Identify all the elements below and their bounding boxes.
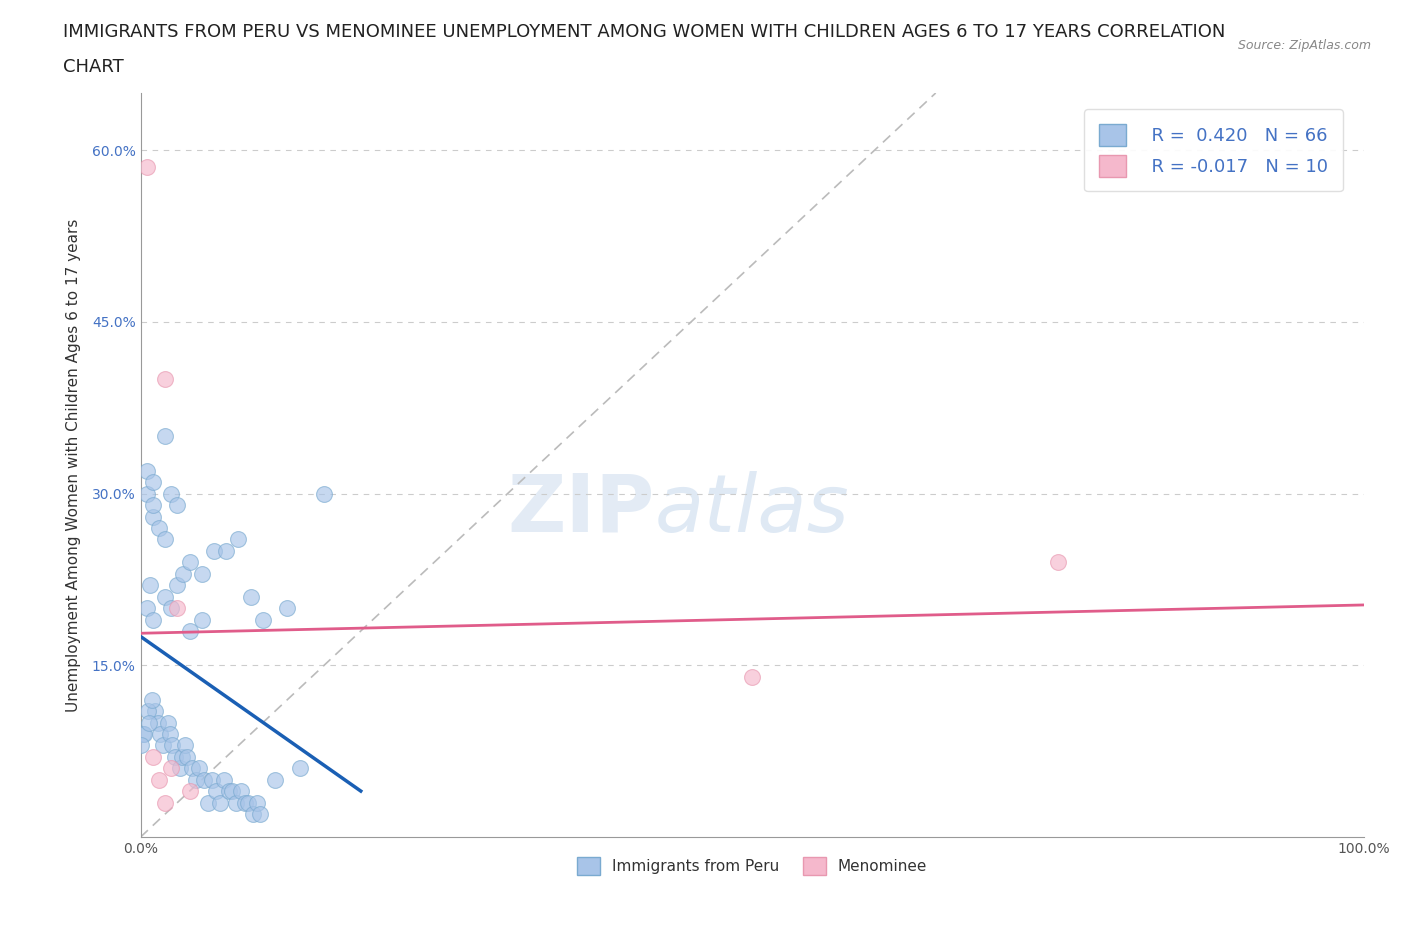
Point — [159, 726, 181, 741]
Point — [172, 750, 194, 764]
Point — [134, 726, 156, 741]
Point — [233, 795, 256, 810]
Text: ZIP: ZIP — [508, 471, 654, 549]
Point — [225, 795, 247, 810]
Point — [242, 806, 264, 821]
Point — [252, 612, 274, 627]
Point — [138, 715, 160, 730]
Point — [166, 578, 188, 592]
Point — [246, 795, 269, 810]
Point — [148, 772, 170, 787]
Point — [205, 784, 228, 799]
Y-axis label: Unemployment Among Women with Children Ages 6 to 17 years: Unemployment Among Women with Children A… — [66, 219, 80, 711]
Point — [191, 566, 214, 581]
Point — [238, 795, 260, 810]
Point — [264, 772, 287, 787]
Point — [162, 738, 184, 753]
Point — [1046, 555, 1069, 570]
Point — [200, 772, 222, 787]
Point — [741, 670, 763, 684]
Point — [142, 509, 165, 524]
Point — [135, 160, 157, 175]
Point — [166, 601, 188, 616]
Point — [153, 532, 176, 547]
Point — [173, 738, 195, 753]
Point — [136, 704, 159, 719]
Point — [169, 761, 191, 776]
Text: CHART: CHART — [63, 58, 124, 75]
Point — [166, 498, 188, 512]
Point — [135, 486, 157, 501]
Point — [215, 543, 238, 558]
Point — [153, 372, 176, 387]
Point — [132, 726, 155, 741]
Point — [229, 784, 252, 799]
Point — [146, 715, 169, 730]
Point — [202, 543, 225, 558]
Text: Source: ZipAtlas.com: Source: ZipAtlas.com — [1237, 39, 1371, 52]
Point — [143, 704, 166, 719]
Point — [156, 715, 179, 730]
Point — [153, 590, 176, 604]
Point — [193, 772, 215, 787]
Point — [218, 784, 240, 799]
Point — [179, 623, 201, 638]
Point — [153, 429, 176, 444]
Point — [172, 566, 194, 581]
Point — [191, 612, 214, 627]
Point — [148, 521, 170, 536]
Point — [312, 486, 335, 501]
Point — [142, 474, 165, 489]
Point — [184, 772, 207, 787]
Point — [153, 795, 176, 810]
Point — [288, 761, 311, 776]
Point — [160, 761, 183, 776]
Point — [209, 795, 232, 810]
Point — [179, 555, 201, 570]
Point — [129, 738, 152, 753]
Point — [221, 784, 243, 799]
Point — [197, 795, 219, 810]
Point — [141, 692, 163, 707]
Point — [249, 806, 271, 821]
Text: IMMIGRANTS FROM PERU VS MENOMINEE UNEMPLOYMENT AMONG WOMEN WITH CHILDREN AGES 6 : IMMIGRANTS FROM PERU VS MENOMINEE UNEMPL… — [63, 23, 1226, 41]
Point — [135, 463, 157, 478]
Point — [139, 578, 162, 592]
Point — [176, 750, 198, 764]
Point — [152, 738, 174, 753]
Point — [212, 772, 235, 787]
Point — [160, 601, 183, 616]
Point — [163, 750, 186, 764]
Point — [276, 601, 298, 616]
Point — [179, 784, 201, 799]
Point — [160, 486, 183, 501]
Legend: Immigrants from Peru, Menominee: Immigrants from Peru, Menominee — [571, 851, 934, 882]
Text: atlas: atlas — [654, 471, 849, 549]
Point — [188, 761, 211, 776]
Point — [142, 498, 165, 512]
Point — [239, 590, 262, 604]
Point — [149, 726, 172, 741]
Point — [135, 601, 157, 616]
Point — [228, 532, 250, 547]
Point — [142, 612, 165, 627]
Point — [142, 750, 165, 764]
Point — [181, 761, 204, 776]
